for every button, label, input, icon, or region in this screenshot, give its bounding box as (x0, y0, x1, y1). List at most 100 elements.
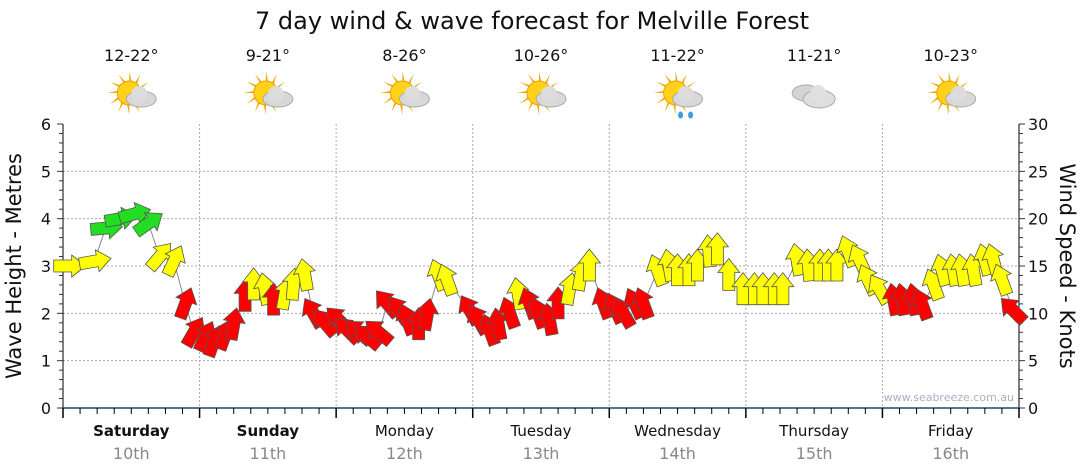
wind-arrows (53, 201, 1029, 359)
day-label: Monday (375, 422, 434, 440)
temperature-range: 11-21° (787, 46, 842, 65)
day-label: Sunday (237, 422, 300, 440)
arrow-shape (716, 257, 741, 291)
arrow-shape (78, 249, 112, 273)
wind-arrow (53, 254, 87, 278)
arrow-shape (435, 263, 459, 297)
arrow-shape (910, 288, 934, 322)
temperature-range: 10-23° (923, 46, 978, 65)
watermark: www.seabreeze.com.au (884, 391, 1014, 404)
sun-cloud-icon (380, 71, 430, 115)
cloud-puff (810, 85, 827, 101)
sun-cloud-rain-icon (653, 71, 704, 119)
wind-arrow (78, 249, 112, 273)
y-tick-label: 5 (41, 162, 51, 181)
y2-tick-label: 5 (1028, 352, 1038, 371)
wind-arrow (486, 307, 510, 341)
wind-arrow (161, 245, 186, 278)
y-tick-label: 1 (41, 352, 51, 371)
arrow-shape (132, 212, 163, 238)
cloud-puff (267, 86, 284, 102)
date-label: 15th (796, 444, 833, 463)
sun-cloud-icon (243, 71, 294, 115)
temperature-range: 11-22° (650, 46, 705, 65)
y-tick-label: 3 (41, 257, 51, 276)
y2-tick-label: 10 (1028, 304, 1048, 323)
y2-axis-label: Wind Speed - Knots (1055, 163, 1079, 368)
arrow-shape (415, 297, 440, 332)
y2-tick-label: 25 (1028, 162, 1048, 181)
cloud-puff (404, 86, 421, 102)
day-label: Thursday (778, 422, 849, 440)
arrow-shape (989, 263, 1014, 297)
date-label: 12th (386, 444, 423, 463)
temperature-range: 12-22° (104, 46, 159, 65)
y2-tick-label: 20 (1028, 210, 1048, 229)
y2-tick-label: 0 (1028, 399, 1038, 418)
cloud-icon (791, 84, 836, 109)
cloud-puff (950, 86, 967, 102)
arrow-shape (365, 320, 395, 348)
sun-cloud-icon (107, 71, 157, 115)
y2-tick-label: 30 (1028, 115, 1048, 134)
day-label: Tuesday (509, 422, 571, 440)
wind-arrow (132, 212, 163, 238)
wind-arrow (611, 298, 637, 330)
wind-arrow (117, 201, 152, 225)
day-label: Saturday (93, 422, 170, 440)
wind-arrow (989, 263, 1014, 297)
date-label: 16th (932, 444, 969, 463)
arrow-shape (174, 287, 198, 321)
sun-cloud-icon (926, 71, 977, 115)
wind-arrow (910, 288, 934, 322)
chart-title: 7 day wind & wave forecast for Melville … (255, 7, 809, 35)
day-label: Wednesday (634, 422, 721, 440)
weather-icons: 12-22° 9-21° 8-26° 10-26° 11-22° 11-21° 10-23° (104, 46, 978, 119)
wind-arrow (1000, 298, 1029, 326)
arrow-shape (577, 248, 602, 282)
temperature-range: 9-21° (246, 46, 290, 65)
cloud-puff (131, 86, 148, 102)
day-label: Friday (928, 422, 974, 440)
arrow-shape (611, 298, 637, 330)
sun-cloud-icon (517, 71, 567, 115)
arrow-shape (705, 232, 730, 266)
grid (63, 124, 1019, 408)
arrow-shape (292, 258, 317, 292)
temperature-range: 8-26° (382, 46, 426, 65)
wind-arrow (961, 253, 985, 288)
arrow-shape (222, 307, 246, 341)
cloud-puff (677, 86, 694, 102)
arrow-shape (961, 253, 985, 288)
y-tick-label: 4 (41, 210, 51, 229)
y-tick-label: 2 (41, 304, 51, 323)
cloud-puff (541, 86, 557, 102)
wind-arrow (365, 320, 395, 348)
wind-arrow (771, 272, 795, 306)
wind-arrow (174, 287, 198, 321)
arrow-shape (53, 254, 87, 278)
arrow-shape (486, 307, 510, 341)
arrow-shape (631, 287, 655, 321)
arrow-shape (771, 272, 795, 306)
arrow-shape (161, 245, 186, 278)
date-label: 13th (523, 444, 560, 463)
y-axis-label: Wave Height - Metres (2, 153, 26, 379)
wind-arrow (825, 248, 849, 282)
axes: 0 1 2 3 4 5 6 0 5 10 15 20 25 30 Saturday 10th Sunday 11t… (41, 115, 1049, 463)
rain-drop (678, 111, 684, 119)
y2-tick-label: 15 (1028, 257, 1048, 276)
rain-drop (688, 111, 694, 119)
date-label: 11th (249, 444, 286, 463)
wind-arrow (415, 297, 440, 332)
arrow-shape (825, 248, 849, 282)
wind-arrow (222, 307, 246, 341)
y-tick-label: 6 (41, 115, 51, 134)
wind-arrow (435, 263, 459, 297)
temperature-range: 10-26° (514, 46, 569, 65)
arrow-shape (117, 201, 152, 225)
wind-arrow (705, 232, 730, 266)
wind-arrow (716, 257, 741, 291)
y-tick-label: 0 (41, 399, 51, 418)
wind-arrow (631, 287, 655, 321)
